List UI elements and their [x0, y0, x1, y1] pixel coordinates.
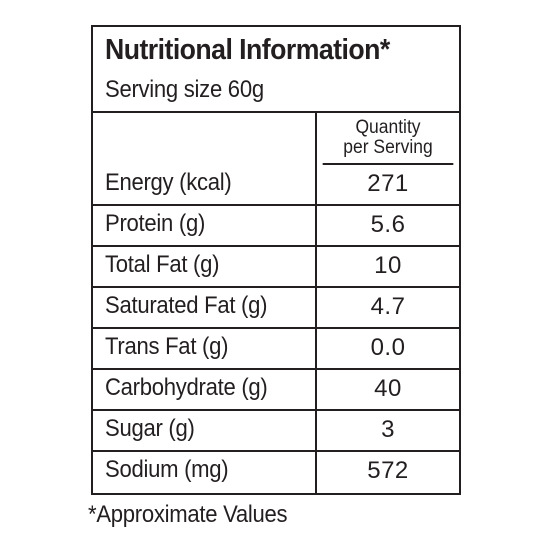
- nutrient-name: Sodium (mg): [105, 456, 229, 483]
- table-row: Protein (g) 5.6: [93, 206, 459, 247]
- nutrient-value: 4.7: [370, 293, 406, 320]
- nutrient-value: 0.0: [370, 334, 406, 361]
- column-header-line1: Quantity: [355, 117, 421, 138]
- nutrient-value: 572: [367, 457, 409, 484]
- table-row: Trans Fat (g) 0.0: [93, 329, 459, 370]
- table-row: Carbohydrate (g) 40: [93, 370, 459, 411]
- nutrition-label: Nutritional Information* Serving size 60…: [91, 25, 461, 495]
- nutrient-table: Energy (kcal) 271 Protein (g) 5.6 Total …: [93, 165, 459, 493]
- nutrient-value: 271: [367, 170, 409, 197]
- nutrient-value: 5.6: [370, 211, 406, 238]
- table-row: Sodium (mg) 572: [93, 452, 459, 493]
- label-title: Nutritional Information*: [105, 34, 390, 66]
- nutrient-name: Carbohydrate (g): [105, 374, 268, 401]
- serving-size: Serving size 60g: [105, 76, 264, 103]
- nutrient-value: 3: [381, 416, 395, 443]
- column-header-line2: per Serving: [343, 137, 433, 158]
- nutrient-name: Energy (kcal): [105, 169, 232, 196]
- quantity-column-header: Quantity per Serving: [322, 113, 454, 165]
- label-header: Nutritional Information* Serving size 60…: [93, 27, 459, 113]
- nutrient-value: 10: [374, 252, 402, 279]
- table-row: Energy (kcal) 271: [93, 165, 459, 206]
- nutrient-name: Sugar (g): [105, 415, 195, 442]
- table-row: Sugar (g) 3: [93, 411, 459, 452]
- nutrient-name: Saturated Fat (g): [105, 292, 268, 319]
- nutrient-name: Protein (g): [105, 210, 206, 237]
- nutrient-value: 40: [374, 375, 402, 402]
- nutrient-name: Total Fat (g): [105, 251, 220, 278]
- column-divider: [315, 111, 317, 493]
- table-row: Total Fat (g) 10: [93, 247, 459, 288]
- nutrient-name: Trans Fat (g): [105, 333, 229, 360]
- approximate-values-footnote: *Approximate Values: [88, 501, 288, 528]
- table-row: Saturated Fat (g) 4.7: [93, 288, 459, 329]
